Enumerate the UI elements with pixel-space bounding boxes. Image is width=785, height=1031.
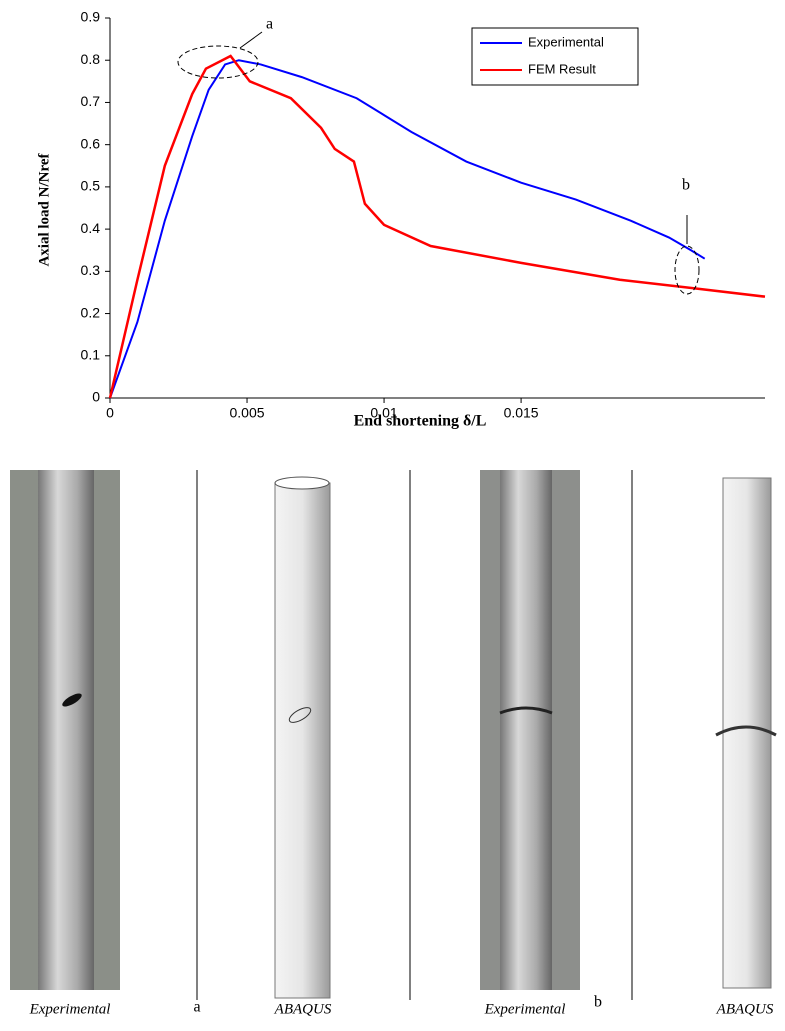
caption: b <box>594 994 602 1011</box>
hole <box>288 707 312 723</box>
caption: Experimental <box>484 1001 566 1017</box>
x-tick-label: 0.015 <box>504 405 539 421</box>
legend-label: Experimental <box>528 34 604 49</box>
caption: ABAQUS <box>716 1001 774 1017</box>
x-tick-label: 0.005 <box>230 405 265 421</box>
annotation: b <box>682 177 690 194</box>
tube <box>722 477 772 989</box>
y-tick-label: 0.5 <box>81 178 101 194</box>
buckle <box>715 725 777 737</box>
annotation-ellipse <box>674 245 700 295</box>
chart: 0 0.1 0.2 0.3 0.4 0.5 0.6 0.7 0.8 0.9 0 0.005 0.01 0.… <box>81 9 766 421</box>
y-tick-label: 0.4 <box>81 220 101 236</box>
y-tick-label: 0.9 <box>81 9 101 25</box>
arrow <box>239 31 263 49</box>
x-axis-label: End shortening δ/L <box>354 413 487 430</box>
x-tick-label: 0.01 <box>370 405 397 421</box>
images <box>10 470 777 1000</box>
legend-label: FEM Result <box>528 61 596 76</box>
buckle <box>499 706 553 715</box>
tube-top <box>274 476 330 490</box>
caption: Experimental <box>29 1001 111 1017</box>
annotation: a <box>266 16 273 33</box>
y-tick-label: 0.1 <box>81 346 101 362</box>
legend-box <box>471 27 639 86</box>
tube <box>274 482 331 999</box>
x-tick-label: 0 <box>106 405 114 421</box>
y-axis-label: Axial load N/Nref <box>36 152 52 266</box>
y-tick-label: 0.7 <box>81 93 101 109</box>
series-line <box>109 59 706 399</box>
y-tick-label: 0.8 <box>81 51 101 67</box>
tube <box>38 470 94 990</box>
series-line <box>108 54 766 399</box>
y-tick-label: 0.6 <box>81 135 101 151</box>
y-tick-label: 0.3 <box>81 262 101 278</box>
y-tick-label: 0 <box>92 389 100 405</box>
tube <box>500 470 552 990</box>
caption: a <box>193 999 200 1016</box>
caption: ABAQUS <box>274 1001 332 1017</box>
y-tick-label: 0.2 <box>81 304 101 320</box>
annotation-ellipse <box>177 45 259 79</box>
hole <box>62 693 82 707</box>
